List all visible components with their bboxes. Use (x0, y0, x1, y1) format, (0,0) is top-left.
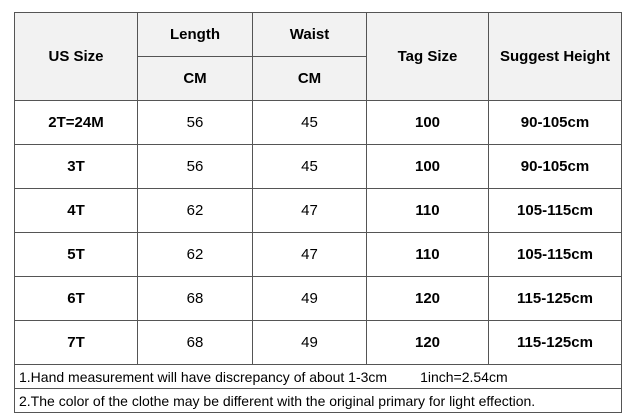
header-cell: US Size (14, 12, 138, 101)
table-cell: 105-115cm (488, 188, 622, 233)
table-cell: 49 (252, 276, 367, 321)
table-cell: 90-105cm (488, 100, 622, 145)
table-row: 3T 56 45 100 90-105cm (14, 144, 622, 189)
note-row: 1.Hand measurement will have discrepancy… (14, 364, 622, 389)
table-cell: 105-115cm (488, 232, 622, 277)
table-cell: 3T (14, 144, 138, 189)
note-text: 2.The color of the clothe may be differe… (19, 392, 536, 409)
header-cell: Length (137, 12, 253, 57)
note-cell: 2.The color of the clothe may be differe… (14, 388, 622, 413)
note-row: 2.The color of the clothe may be differe… (14, 388, 622, 413)
table-cell: 115-125cm (488, 276, 622, 321)
header-cell: Tag Size (366, 12, 489, 101)
table-cell: 62 (137, 188, 253, 233)
table-cell: 45 (252, 144, 367, 189)
table-cell: 115-125cm (488, 320, 622, 365)
header-cell: Suggest Height (488, 12, 622, 101)
table-cell: 45 (252, 100, 367, 145)
table-cell: 68 (137, 276, 253, 321)
table-cell: 120 (366, 320, 489, 365)
note-text: 1.Hand measurement will have discrepancy… (19, 368, 388, 385)
table-row: 2T=24M 56 45 100 90-105cm (14, 100, 622, 145)
table-cell: 4T (14, 188, 138, 233)
table-cell: 6T (14, 276, 138, 321)
table-cell: 49 (252, 320, 367, 365)
size-table: US Size Length Waist Tag Size Suggest He… (14, 12, 622, 413)
table-cell: 68 (137, 320, 253, 365)
table-cell: 2T=24M (14, 100, 138, 145)
table-row: 6T 68 49 120 115-125cm (14, 276, 622, 321)
header-cell: Waist (252, 12, 367, 57)
table-cell: 47 (252, 232, 367, 277)
table-cell: 56 (137, 100, 253, 145)
table-cell: 62 (137, 232, 253, 277)
table-cell: 120 (366, 276, 489, 321)
table-cell: 100 (366, 144, 489, 189)
header-unit: CM (252, 56, 367, 101)
table-cell: 5T (14, 232, 138, 277)
table-row: 7T 68 49 120 115-125cm (14, 320, 622, 365)
table-cell: 47 (252, 188, 367, 233)
table-row: 4T 62 47 110 105-115cm (14, 188, 622, 233)
table-cell: 110 (366, 232, 489, 277)
table-cell: 90-105cm (488, 144, 622, 189)
table-cell: 7T (14, 320, 138, 365)
note-extra: 1inch=2.54cm (420, 368, 508, 385)
table-cell: 100 (366, 100, 489, 145)
header-unit: CM (137, 56, 253, 101)
table-row: 5T 62 47 110 105-115cm (14, 232, 622, 277)
table-cell: 110 (366, 188, 489, 233)
note-cell: 1.Hand measurement will have discrepancy… (14, 364, 622, 389)
table-cell: 56 (137, 144, 253, 189)
